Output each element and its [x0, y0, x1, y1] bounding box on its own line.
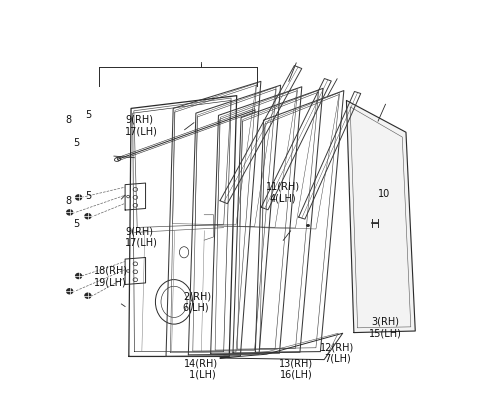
Text: 11(RH)
4(LH): 11(RH) 4(LH) — [266, 182, 300, 203]
Text: 9(RH)
17(LH): 9(RH) 17(LH) — [125, 226, 158, 248]
Text: 2(RH)
6(LH): 2(RH) 6(LH) — [183, 291, 211, 313]
Text: 14(RH)
 1(LH): 14(RH) 1(LH) — [184, 358, 218, 380]
Text: 8: 8 — [65, 196, 71, 206]
Polygon shape — [347, 100, 415, 332]
Text: 18(RH)
19(LH): 18(RH) 19(LH) — [94, 266, 128, 287]
Text: 5: 5 — [85, 110, 91, 120]
Text: 5: 5 — [73, 219, 80, 229]
Text: 12(RH)
7(LH): 12(RH) 7(LH) — [320, 342, 354, 364]
Text: 3(RH)
15(LH): 3(RH) 15(LH) — [369, 317, 402, 338]
Circle shape — [76, 195, 82, 200]
Text: 9(RH)
17(LH): 9(RH) 17(LH) — [125, 115, 158, 136]
Circle shape — [85, 293, 91, 298]
Text: 5: 5 — [73, 138, 80, 148]
Text: 5: 5 — [85, 192, 91, 202]
Circle shape — [67, 289, 72, 294]
Circle shape — [67, 210, 72, 215]
Text: 13(RH)
16(LH): 13(RH) 16(LH) — [279, 358, 313, 380]
Circle shape — [85, 214, 91, 219]
Text: 10: 10 — [378, 189, 390, 199]
Circle shape — [76, 273, 82, 278]
Text: 8: 8 — [65, 115, 71, 125]
